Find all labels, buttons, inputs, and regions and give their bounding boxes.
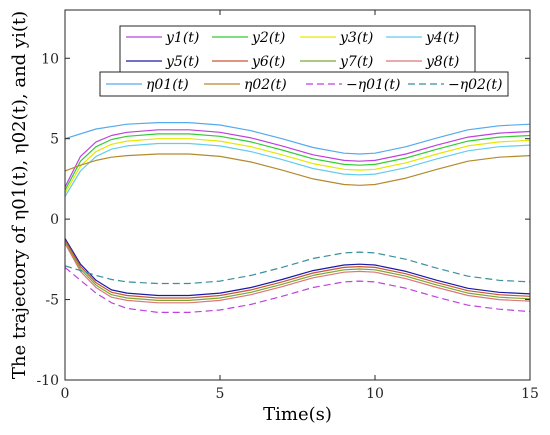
series-line-10 [64, 153, 531, 186]
y-tick-label: 5 [50, 132, 59, 148]
series-line-4 [64, 142, 531, 197]
series-line-3 [64, 138, 531, 194]
series-line-8 [64, 243, 531, 304]
y-tick-label: 0 [50, 212, 59, 228]
series-line-1 [64, 129, 531, 188]
legend-label: y8(t) [425, 54, 459, 70]
legend: y1(t) y2(t) y3(t) y4(t) y5(t) y6(t) y7(t) y8(t)… [99, 25, 509, 97]
series-line-2 [64, 133, 531, 191]
y-tick-label: -5 [45, 293, 59, 309]
y-tick-label: 10 [41, 51, 59, 67]
series-line-12 [64, 251, 531, 285]
series-line-5 [64, 238, 531, 297]
legend-label: η01(t) [146, 77, 189, 93]
legend-box-1 [119, 25, 476, 74]
x-axis-label: Time(s) [263, 404, 332, 425]
series-line-6 [64, 239, 531, 299]
legend-label: y3(t) [339, 30, 373, 46]
series-line-11 [64, 266, 531, 313]
legend-label: y1(t) [165, 30, 199, 46]
axes-box [64, 9, 531, 381]
x-tick-label: 5 [216, 386, 225, 402]
series-layer [64, 122, 531, 313]
legend-label: y6(t) [251, 54, 285, 70]
legend-label: y4(t) [425, 30, 459, 46]
x-tick-label: 10 [366, 386, 384, 402]
legend-label: y2(t) [251, 30, 285, 46]
x-tick-label: 0 [61, 386, 70, 402]
series-line-7 [64, 241, 531, 301]
legend-label: −η02(t) [448, 77, 502, 93]
x-tick-label: 15 [521, 386, 539, 402]
legend-box-2 [99, 71, 509, 97]
y-axis-label: The trajectory of η01(t), η02(t), and yi… [9, 11, 30, 379]
y-tick-label: -10 [36, 373, 59, 389]
legend-label: y5(t) [165, 54, 199, 70]
legend-label: y7(t) [339, 54, 373, 70]
series-line-9 [64, 122, 531, 155]
legend-label: η02(t) [244, 77, 287, 93]
legend-label: −η01(t) [346, 77, 400, 93]
axes-layer: 0 5 10 15 -10 -5 0 5 10 [36, 9, 539, 402]
